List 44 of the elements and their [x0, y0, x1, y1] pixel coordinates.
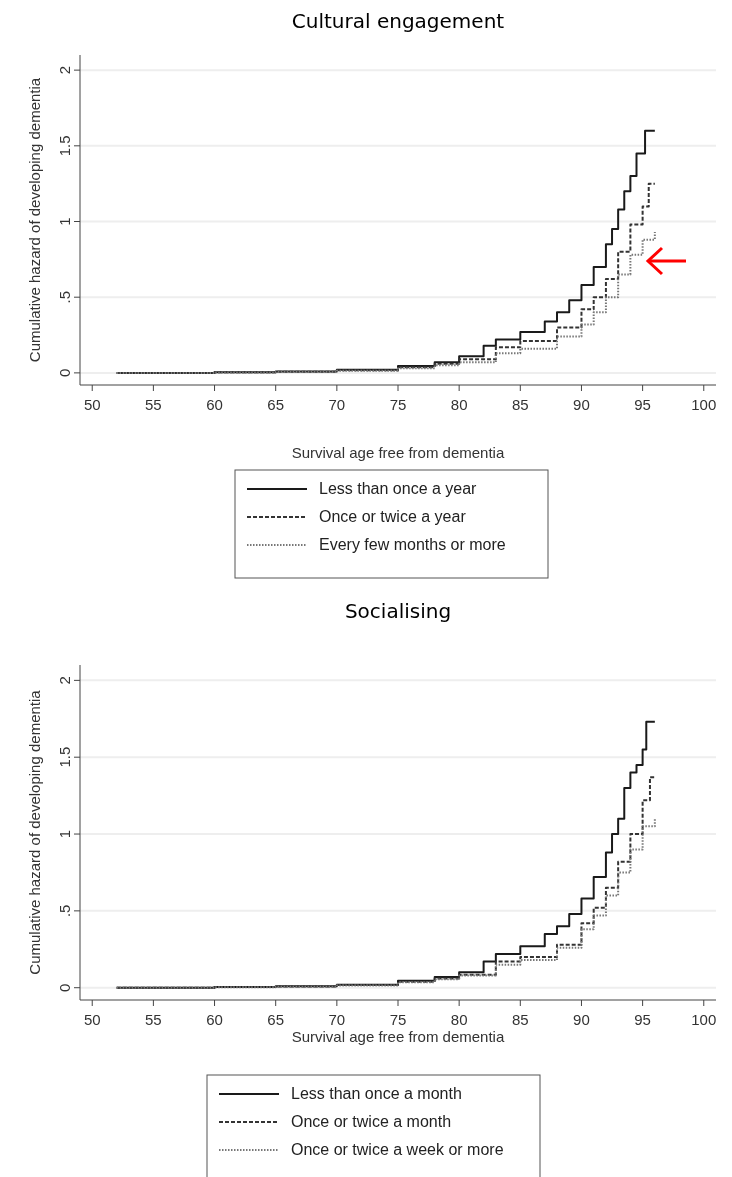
x-tick-label: 80 [450, 396, 468, 413]
y-tick-label: 1.5 [56, 135, 73, 157]
x-axis-title: Survival age free from dementia [291, 1028, 505, 1045]
x-tick-label: 95 [634, 396, 651, 413]
x-tick-label: 50 [83, 1011, 101, 1028]
y-tick-label: .5 [56, 290, 73, 304]
x-tick-label: 100 [691, 396, 717, 413]
x-tick-label: 65 [267, 396, 285, 413]
y-tick-label: 2 [56, 676, 73, 685]
x-tick-label: 85 [511, 1011, 529, 1028]
legend-label: Once or twice a year [319, 508, 467, 525]
x-tick-label: 90 [573, 396, 590, 413]
y-tick-label: 2 [56, 65, 73, 75]
x-axis-title: Survival age free from dementia [291, 444, 505, 461]
x-tick-label: 100 [691, 1011, 717, 1028]
y-tick-label: 1 [56, 829, 73, 839]
x-tick-label: 75 [389, 1011, 407, 1028]
x-tick-label: 85 [511, 396, 529, 413]
x-tick-label: 60 [206, 1011, 223, 1028]
x-tick-label: 55 [145, 396, 162, 413]
legend-label: Once or twice a week or more [291, 1141, 504, 1158]
x-tick-label: 60 [206, 396, 223, 413]
x-tick-label: 65 [267, 1011, 285, 1028]
x-tick-label: 55 [145, 1011, 162, 1028]
legend-label: Every few months or more [319, 536, 506, 553]
y-tick-label: .5 [56, 904, 73, 918]
legend-label: Less than once a year [319, 480, 478, 497]
y-tick-label: 1.5 [56, 746, 73, 768]
x-tick-label: 90 [573, 1011, 590, 1028]
legend-label: Less than once a month [291, 1085, 462, 1102]
chart-title: Socialising [344, 599, 452, 623]
x-tick-label: 70 [328, 396, 346, 413]
x-tick-label: 50 [83, 396, 101, 413]
x-tick-label: 80 [450, 1011, 468, 1028]
x-tick-label: 95 [634, 1011, 651, 1028]
legend-label: Once or twice a month [291, 1113, 452, 1130]
y-axis-title: Cumulative hazard of developing dementia [26, 77, 43, 363]
x-tick-label: 75 [389, 396, 407, 413]
chart-title: Cultural engagement [291, 9, 505, 33]
x-tick-label: 70 [328, 1011, 346, 1028]
y-tick-label: 0 [56, 368, 73, 378]
y-axis-title: Cumulative hazard of developing dementia [26, 689, 43, 975]
y-tick-label: 0 [56, 983, 73, 992]
y-tick-label: 1 [56, 217, 73, 226]
